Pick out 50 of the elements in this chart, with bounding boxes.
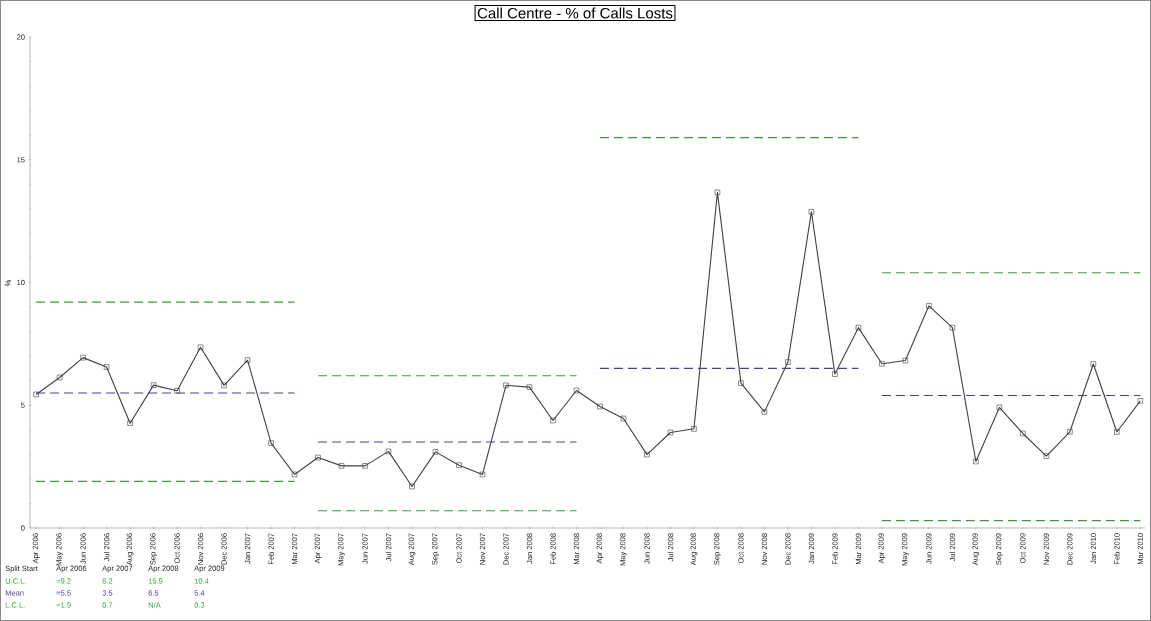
point <box>385 448 392 455</box>
point <box>738 380 744 386</box>
point <box>761 409 768 415</box>
point <box>291 471 298 478</box>
point <box>456 462 462 468</box>
point <box>80 354 86 361</box>
point <box>620 415 627 422</box>
point <box>1090 361 1097 367</box>
point <box>714 189 721 196</box>
point <box>315 454 321 461</box>
point <box>597 403 603 410</box>
point <box>197 344 204 351</box>
point <box>926 303 932 309</box>
point <box>573 387 580 394</box>
point <box>902 357 909 364</box>
point <box>56 374 63 381</box>
point <box>503 382 509 389</box>
point <box>362 463 368 469</box>
point <box>150 382 157 388</box>
chart-title: Call Centre - % of Calls Losts <box>477 7 673 19</box>
point <box>268 440 274 446</box>
point <box>691 426 697 432</box>
point <box>1020 430 1026 437</box>
point <box>644 451 650 458</box>
point <box>667 429 674 436</box>
point <box>244 357 251 363</box>
point <box>785 359 791 365</box>
point <box>432 449 439 455</box>
point <box>174 388 180 394</box>
point <box>808 209 815 215</box>
point <box>1067 429 1073 435</box>
point <box>221 382 227 389</box>
point <box>879 361 885 367</box>
point <box>996 404 1003 411</box>
point <box>1043 453 1050 459</box>
point <box>855 324 862 331</box>
point <box>526 384 533 390</box>
point <box>127 420 133 426</box>
point <box>1114 429 1120 435</box>
point <box>949 324 956 331</box>
line-series <box>33 189 1144 490</box>
point <box>338 463 345 469</box>
point <box>550 417 556 424</box>
point <box>479 471 486 478</box>
point <box>832 371 838 377</box>
point <box>973 458 979 465</box>
point <box>33 391 39 398</box>
point <box>409 483 415 490</box>
point <box>103 364 110 370</box>
point <box>1137 398 1144 404</box>
